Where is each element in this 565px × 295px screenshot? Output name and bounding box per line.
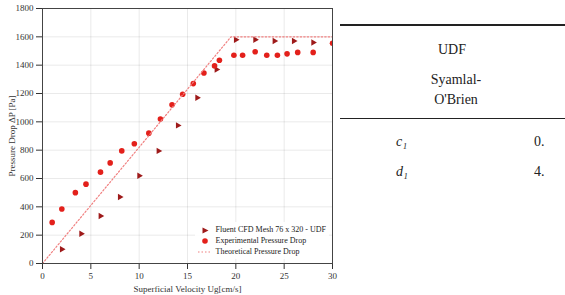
html-text:Theoretical Pressure Drop: Theoretical Pressure Drop [215,247,300,256]
svg-text:10: 10 [135,271,145,281]
svg-text:400: 400 [20,202,34,212]
html-text:UDF: UDF [438,42,466,57]
html-text:0.: 0. [534,134,545,149]
svg-text:1600: 1600 [16,32,35,42]
svg-text:Pressure Drop ΔP [Pa]: Pressure Drop ΔP [Pa] [7,95,17,176]
html-text:Experimental Pressure Drop: Experimental Pressure Drop [215,236,307,245]
html-text:c₁: c₁ [396,134,408,149]
svg-text:15: 15 [183,271,193,281]
svg-text:800: 800 [20,145,34,155]
svg-text:0: 0 [40,271,45,281]
html-text:4.: 4. [534,164,545,179]
svg-text:600: 600 [20,173,34,183]
svg-text:Superficial Velocity Ug[cm/s]: Superficial Velocity Ug[cm/s] [134,284,242,294]
html-text:Syamlal-O'Brien: Syamlal-O'Brien [430,72,482,107]
svg-text:0: 0 [29,258,34,268]
svg-text:20: 20 [231,271,241,281]
svg-text:200: 200 [20,230,34,240]
svg-text:25: 25 [280,271,290,281]
svg-text:5: 5 [89,271,94,281]
html-text:Fluent CFD Mesh 76 x 320 - UDF: Fluent CFD Mesh 76 x 320 - UDF [215,225,326,234]
svg-text:1400: 1400 [16,60,35,70]
svg-text:30: 30 [328,271,338,281]
svg-text:1000: 1000 [16,117,35,127]
svg-text:1800: 1800 [16,3,35,13]
html-text:d₁: d₁ [396,164,408,179]
svg-text:1200: 1200 [16,88,35,98]
